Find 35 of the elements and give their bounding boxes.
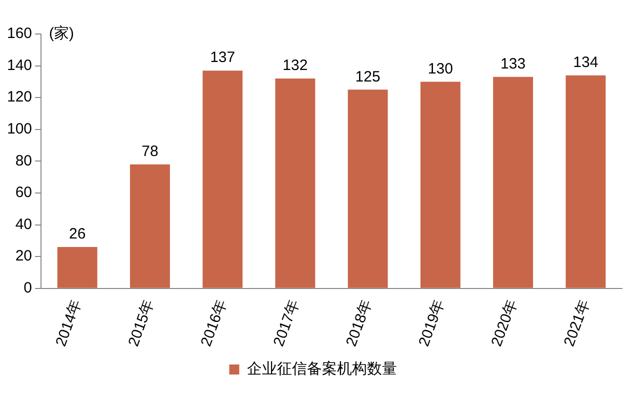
bar <box>57 247 98 288</box>
x-tick-label: 2019年 <box>416 297 448 349</box>
legend-label: 企业征信备案机构数量 <box>246 360 397 378</box>
y-tick-label: 160 <box>6 25 32 42</box>
bar <box>202 70 243 288</box>
data-label: 125 <box>355 68 380 86</box>
bar <box>130 164 170 288</box>
y-tick-label: 100 <box>6 120 32 138</box>
x-tick-label: 2018年 <box>342 297 376 349</box>
bar <box>420 82 460 288</box>
x-tick-label: 2015年 <box>125 297 158 349</box>
x-tick-label: 2017年 <box>270 297 303 349</box>
data-label: 133 <box>500 56 526 73</box>
bar <box>566 75 606 288</box>
y-tick-label: 80 <box>15 152 32 170</box>
y-tick-label: 140 <box>6 56 32 74</box>
data-label: 137 <box>210 49 236 66</box>
data-label: 130 <box>428 60 453 78</box>
x-tick-label: 2021年 <box>560 297 594 349</box>
data-label: 134 <box>573 54 598 71</box>
y-tick-label: 20 <box>15 248 32 265</box>
x-tick-label: 2016年 <box>198 297 230 349</box>
bar <box>275 78 316 288</box>
data-label: 78 <box>142 143 158 160</box>
bar <box>348 90 388 288</box>
y-tick-label: 0 <box>24 280 32 297</box>
bar <box>493 76 534 288</box>
y-tick-label: 60 <box>15 184 32 202</box>
x-tick-label: 2020年 <box>488 297 521 349</box>
y-tick-label: 40 <box>15 216 32 233</box>
data-label: 132 <box>282 57 308 74</box>
y-axis-title: (家) <box>49 25 74 42</box>
x-tick-label: 2014年 <box>52 297 85 349</box>
data-label: 26 <box>68 226 86 243</box>
y-tick-label: 120 <box>6 88 32 106</box>
